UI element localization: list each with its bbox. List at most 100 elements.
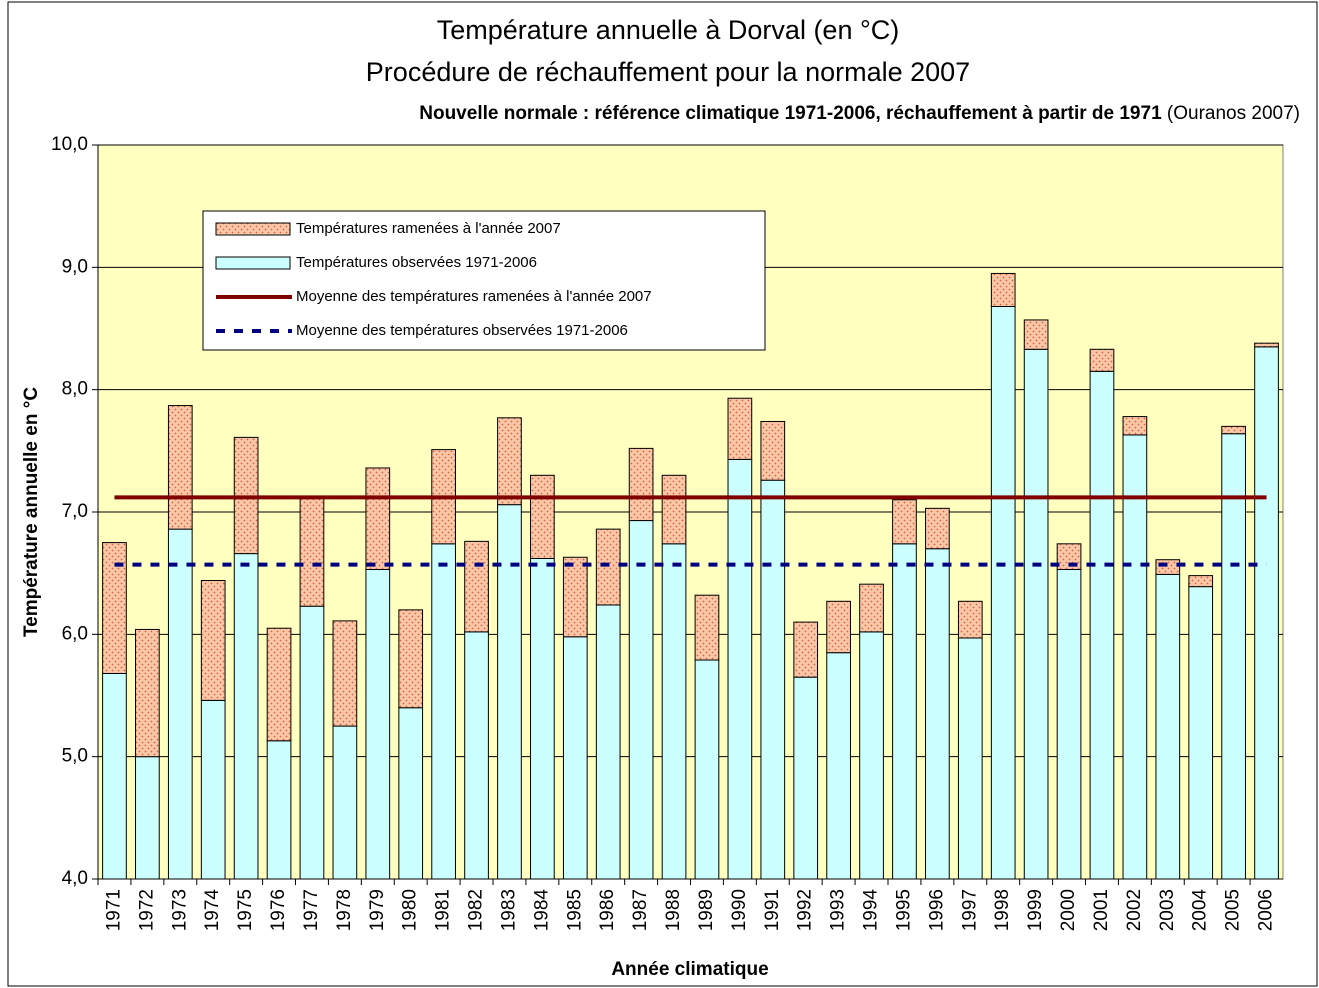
- y-axis-label: Température annuelle en °C: [21, 387, 42, 637]
- legend-label: Températures ramenées à l'année 2007: [296, 220, 561, 237]
- bar-observed: [497, 504, 522, 880]
- bar-adjustment: [859, 583, 884, 633]
- bar-adjustment: [135, 628, 160, 758]
- bar-adjustment: [694, 594, 720, 661]
- bar-observed: [628, 520, 654, 880]
- legend-label: Températures observées 1971-2006: [296, 254, 537, 271]
- x-tick-label: 1981: [433, 889, 454, 931]
- bar-observed: [990, 305, 1016, 880]
- bar-observed: [661, 543, 687, 880]
- bar-adjustment: [990, 272, 1016, 307]
- x-axis-label: Année climatique: [611, 959, 768, 980]
- bar-adjustment: [595, 528, 621, 606]
- bar-adjustment: [1155, 559, 1181, 575]
- bar-observed: [595, 604, 621, 880]
- bar-observed: [1023, 348, 1049, 880]
- bar-adjustment: [925, 507, 950, 550]
- bar-adjustment: [200, 580, 226, 701]
- bar-adjustment: [826, 600, 851, 654]
- subtitle-note: (Ouranos 2007): [1167, 103, 1300, 124]
- x-tick-label: 2003: [1157, 889, 1178, 931]
- bar-adjustment: [760, 420, 786, 481]
- bar-adjustment: [661, 474, 687, 545]
- bar-observed: [1221, 433, 1246, 880]
- x-tick-label: 1974: [202, 889, 223, 932]
- bar-observed: [826, 652, 851, 880]
- bar-observed: [398, 707, 424, 880]
- x-tick-label: 1987: [630, 889, 651, 931]
- bar-observed: [365, 568, 391, 880]
- x-tick-label: 1994: [861, 889, 882, 932]
- chart-subtitle-note: Nouvelle normale : référence climatique …: [419, 103, 1300, 124]
- x-tick-label: 2000: [1058, 889, 1079, 931]
- x-tick-label: 1980: [400, 889, 421, 931]
- x-tick-label: 1990: [729, 889, 750, 931]
- bar-adjustment: [1089, 348, 1115, 372]
- legend-box: [202, 210, 766, 351]
- bar-observed: [135, 756, 160, 880]
- bar-observed: [957, 637, 983, 880]
- subtitle-bold: Nouvelle normale : référence climatique …: [419, 103, 1162, 124]
- x-tick-label: 1972: [136, 889, 157, 931]
- y-tick-label: 5,0: [62, 746, 88, 767]
- bar-observed: [1155, 573, 1181, 880]
- bar-observed: [859, 631, 884, 880]
- y-tick-label: 6,0: [62, 623, 88, 644]
- x-tick-label: 1978: [334, 889, 355, 931]
- bar-adjustment: [957, 600, 983, 639]
- x-tick-label: 2005: [1223, 889, 1244, 931]
- x-tick-label: 1976: [268, 889, 289, 931]
- bar-observed: [167, 528, 193, 880]
- bar-adjustment: [1221, 425, 1246, 435]
- bar-adjustment: [464, 540, 489, 633]
- x-tick-label: 2002: [1124, 889, 1145, 931]
- x-tick-label: 1991: [762, 889, 783, 931]
- bar-adjustment: [1122, 416, 1148, 436]
- y-tick-label: 4,0: [62, 868, 88, 889]
- x-tick-label: 1973: [169, 889, 190, 931]
- bar-observed: [1188, 586, 1214, 880]
- chart-subtitle: Procédure de réchauffement pour la norma…: [366, 57, 970, 87]
- x-tick-label: 1998: [992, 889, 1013, 931]
- y-tick-label: 8,0: [62, 379, 88, 400]
- x-tick-label: 1985: [564, 889, 585, 931]
- x-tick-label: 1975: [235, 889, 256, 931]
- bar-adjustment: [562, 556, 588, 638]
- bar-observed: [102, 672, 127, 880]
- bar-observed: [530, 557, 555, 880]
- bar-adjustment: [497, 417, 522, 506]
- bar-adjustment: [102, 542, 127, 674]
- legend-label: Moyenne des températures observées 1971-…: [296, 322, 628, 339]
- x-tick-label: 1986: [597, 889, 618, 931]
- bar-observed: [431, 543, 456, 880]
- bar-adjustment: [167, 405, 193, 530]
- x-tick-label: 1995: [893, 889, 914, 931]
- bar-adjustment: [530, 474, 555, 559]
- x-tick-label: 1997: [959, 889, 980, 931]
- x-tick-label: 2006: [1256, 889, 1277, 931]
- x-tick-label: 1977: [301, 889, 322, 931]
- bar-adjustment: [892, 499, 917, 545]
- bar-adjustment: [365, 467, 391, 570]
- x-tick-label: 1993: [828, 889, 849, 931]
- bar-observed: [1056, 568, 1082, 880]
- bar-adjustment: [727, 397, 753, 460]
- x-tick-label: 1992: [795, 889, 816, 931]
- bar-adjustment: [299, 496, 325, 607]
- bar-observed: [562, 636, 588, 880]
- bar-adjustment: [793, 621, 819, 678]
- y-tick-label: 10,0: [51, 134, 88, 155]
- x-tick-label: 2001: [1091, 889, 1112, 931]
- bar-observed: [793, 676, 819, 880]
- bar-observed: [892, 543, 917, 880]
- bar-observed: [332, 725, 358, 880]
- legend-swatch: [215, 256, 291, 270]
- bar-observed: [694, 659, 720, 880]
- bar-observed: [464, 631, 489, 880]
- bar-observed: [1254, 346, 1279, 880]
- bar-observed: [299, 605, 325, 880]
- bar-observed: [200, 699, 226, 880]
- x-tick-label: 1989: [696, 889, 717, 931]
- x-tick-label: 1983: [498, 889, 519, 931]
